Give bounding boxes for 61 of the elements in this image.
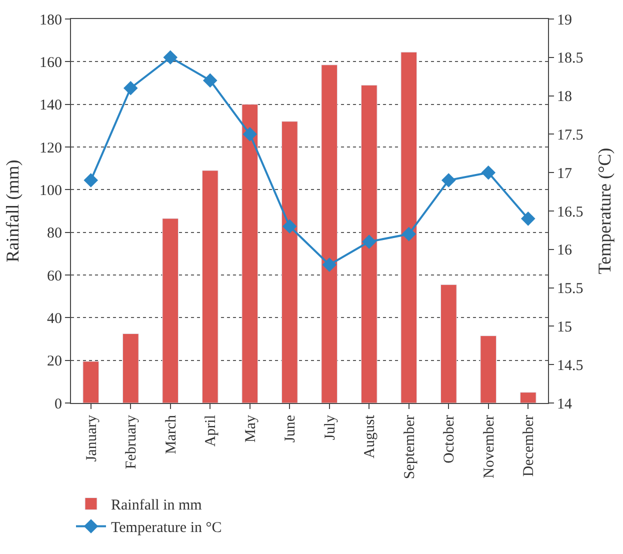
- bar: [82, 361, 100, 403]
- y-tick-label: 20: [47, 354, 62, 370]
- y-tick-label: 180: [40, 12, 62, 28]
- bar: [202, 170, 218, 403]
- y2-tick-label: 16.5: [557, 204, 584, 220]
- x-tick-label: January: [84, 414, 100, 462]
- y2-tick-label: 14.5: [557, 358, 584, 374]
- bar: [520, 392, 536, 403]
- point: [520, 212, 536, 226]
- y2-tick-label: 14: [557, 396, 572, 412]
- x-tick-label: April: [203, 415, 220, 447]
- bar: [400, 52, 418, 403]
- x-tick-label: December: [521, 415, 538, 477]
- bar: [122, 333, 139, 403]
- point: [322, 258, 337, 272]
- y-tick-label: 140: [40, 98, 62, 114]
- x-tick-label: September: [402, 415, 418, 480]
- bar: [242, 104, 258, 403]
- y-tick-label: 160: [40, 54, 62, 71]
- point: [402, 226, 416, 242]
- x-tick-label: August: [362, 414, 378, 458]
- point: [123, 80, 138, 96]
- bar: [360, 84, 378, 403]
- x-tick-label: November: [481, 414, 498, 478]
- y2-tick-label: 18: [557, 89, 572, 106]
- y-tick-label: 40: [47, 310, 62, 327]
- x-tick-label: March: [163, 414, 180, 454]
- point: [362, 234, 376, 249]
- point: [84, 173, 98, 188]
- y2-tick-label: 19: [557, 12, 572, 28]
- y-tick-label: 120: [40, 140, 62, 156]
- y-tick-label: 60: [47, 268, 62, 284]
- point: [441, 173, 456, 188]
- y-tick-label: 100: [40, 182, 62, 199]
- y2-tick-label: 15: [557, 319, 572, 336]
- y-axis-title: Rainfall (mm): [2, 160, 23, 262]
- point: [282, 219, 297, 234]
- point: [202, 73, 218, 88]
- point: [242, 127, 258, 142]
- y2-tick-label: 17.5: [557, 127, 584, 144]
- legend-label: Rainfall in mm: [111, 498, 202, 514]
- y2-tick-label: 18.5: [557, 50, 584, 67]
- x-tick-label: October: [442, 414, 458, 464]
- x-tick-label: February: [124, 414, 140, 470]
- y-tick-label: 0: [54, 396, 62, 412]
- bar: [281, 121, 298, 403]
- bar: [162, 218, 179, 403]
- bar: [321, 64, 338, 403]
- y2-tick-label: 17: [557, 166, 572, 182]
- y2-tick-label: 16: [557, 242, 572, 259]
- legend-label: Temperature in °C: [111, 520, 222, 536]
- x-tick-label: July: [322, 414, 338, 440]
- point: [481, 165, 496, 180]
- y2-tick-label: 15.5: [557, 281, 584, 298]
- point: [163, 50, 178, 65]
- bar: [480, 336, 497, 403]
- y-tick-label: 80: [47, 226, 62, 242]
- x-tick-label: June: [282, 414, 299, 442]
- bar: [440, 284, 457, 403]
- x-tick-label: May: [242, 414, 259, 442]
- y2-axis-title: Temperature (°C): [594, 148, 614, 274]
